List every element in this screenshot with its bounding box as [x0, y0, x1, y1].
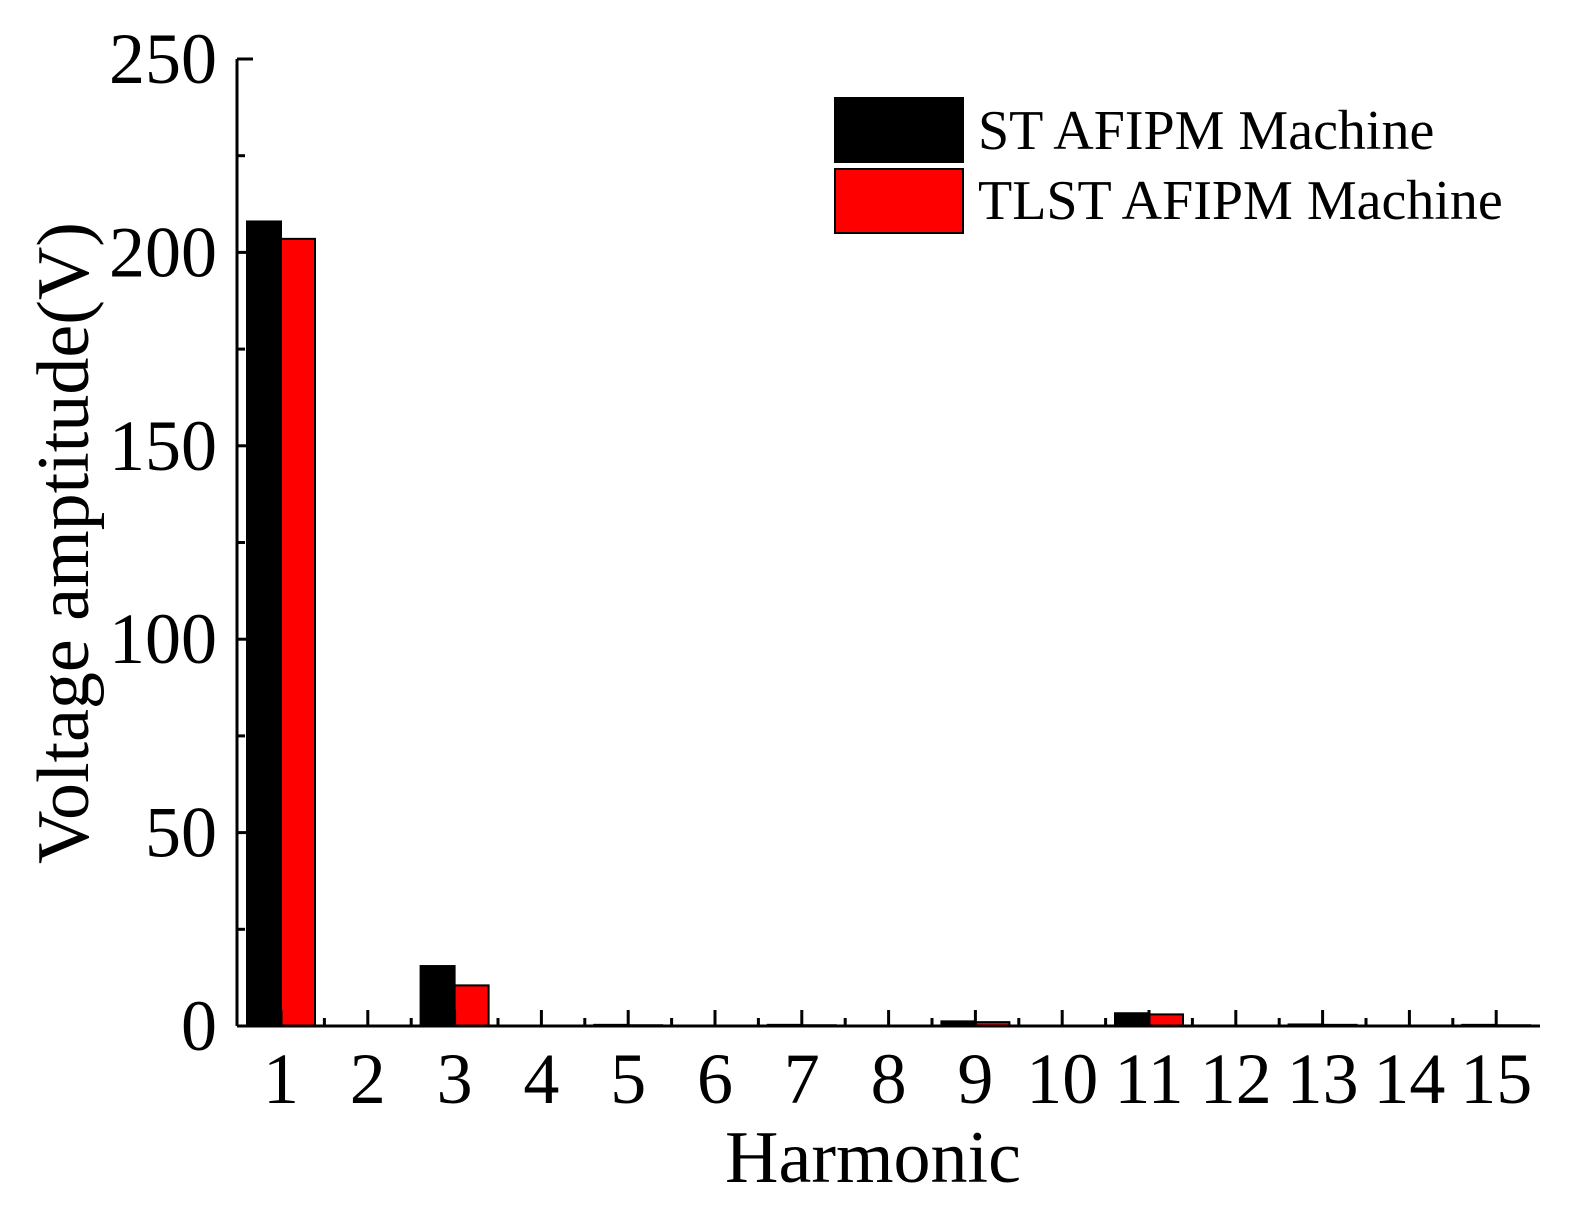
legend-swatch-tlst — [834, 168, 964, 234]
bar-st-h3 — [419, 965, 456, 1028]
x-tick-label: 1 — [263, 1039, 299, 1119]
bar-st-h1 — [246, 220, 282, 1027]
y-tick-label: 0 — [181, 986, 217, 1066]
y-tick-label: 200 — [109, 212, 217, 292]
bar-tlst-h3 — [453, 984, 490, 1027]
x-tick-label: 2 — [350, 1039, 386, 1119]
x-tick-label: 7 — [784, 1039, 820, 1119]
bar-st-h11 — [1114, 1012, 1150, 1027]
y-tick-label: 250 — [109, 19, 217, 99]
x-tick-label: 9 — [957, 1039, 993, 1119]
legend-swatch-st — [834, 97, 964, 163]
bars-layer — [246, 220, 1532, 1028]
y-tick-label: 50 — [145, 793, 217, 873]
x-axis-label: Harmonic — [725, 1117, 1021, 1199]
x-tick-label: 13 — [1287, 1039, 1359, 1119]
x-tick-label: 6 — [697, 1039, 733, 1119]
bar-tlst-h1 — [280, 237, 316, 1027]
y-tick-label: 100 — [109, 599, 217, 679]
y-axis-label: Voltage amptitude(V) — [23, 222, 105, 864]
legend-label-st: ST AFIPM Machine — [978, 100, 1434, 162]
x-tick-label: 15 — [1460, 1039, 1532, 1119]
x-tick-label: 4 — [523, 1039, 559, 1119]
x-tick-label: 12 — [1200, 1039, 1272, 1119]
x-tick-label: 5 — [610, 1039, 646, 1119]
x-tick-label: 8 — [871, 1039, 907, 1119]
bar-tlst-h11 — [1148, 1013, 1184, 1027]
y-tick-label: 150 — [109, 406, 217, 486]
x-tick-label: 3 — [437, 1039, 473, 1119]
x-tick-label: 11 — [1114, 1039, 1183, 1119]
x-tick-label: 14 — [1373, 1039, 1445, 1119]
legend-label-tlst: TLST AFIPM Machine — [978, 170, 1503, 232]
x-tick-label: 10 — [1026, 1039, 1098, 1119]
legend: ST AFIPM Machine TLST AFIPM Machine — [834, 97, 1503, 234]
